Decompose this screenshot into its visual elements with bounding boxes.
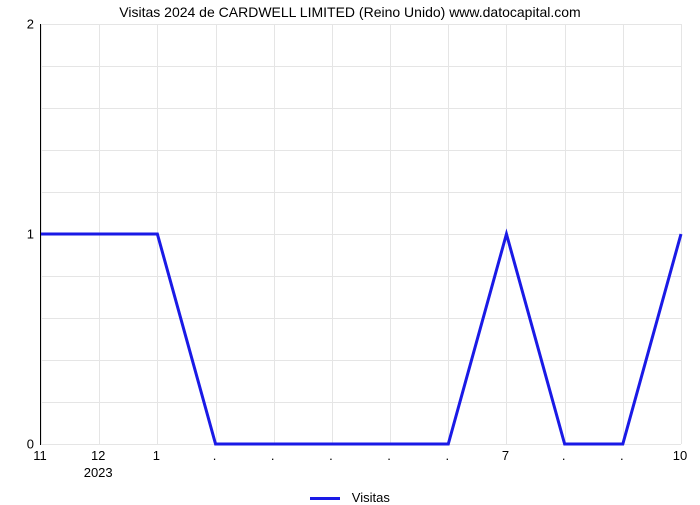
grid-v: [681, 24, 682, 444]
line-series: [41, 24, 681, 444]
xtick-label: 12: [91, 448, 105, 463]
legend-label: Visitas: [352, 490, 390, 505]
xtick-label: .: [445, 448, 449, 463]
ytick-label: 1: [10, 227, 34, 242]
xtick-label: .: [271, 448, 275, 463]
xtick-label: .: [213, 448, 217, 463]
xtick-label: .: [562, 448, 566, 463]
xtick-label: .: [387, 448, 391, 463]
xtick-label: 1: [153, 448, 160, 463]
ytick-label: 2: [10, 17, 34, 32]
xtick-label: 11: [33, 448, 47, 463]
xtick-label: .: [620, 448, 624, 463]
xtick-label: 10: [673, 448, 687, 463]
xtick-label: 7: [502, 448, 509, 463]
legend: Visitas: [0, 490, 700, 505]
chart-container: Visitas 2024 de CARDWELL LIMITED (Reino …: [0, 0, 700, 500]
xtick-label: .: [329, 448, 333, 463]
plot-area: [40, 24, 681, 445]
ytick-label: 0: [10, 437, 34, 452]
x-sub-label: 2023: [84, 465, 113, 480]
chart-title: Visitas 2024 de CARDWELL LIMITED (Reino …: [0, 4, 700, 20]
